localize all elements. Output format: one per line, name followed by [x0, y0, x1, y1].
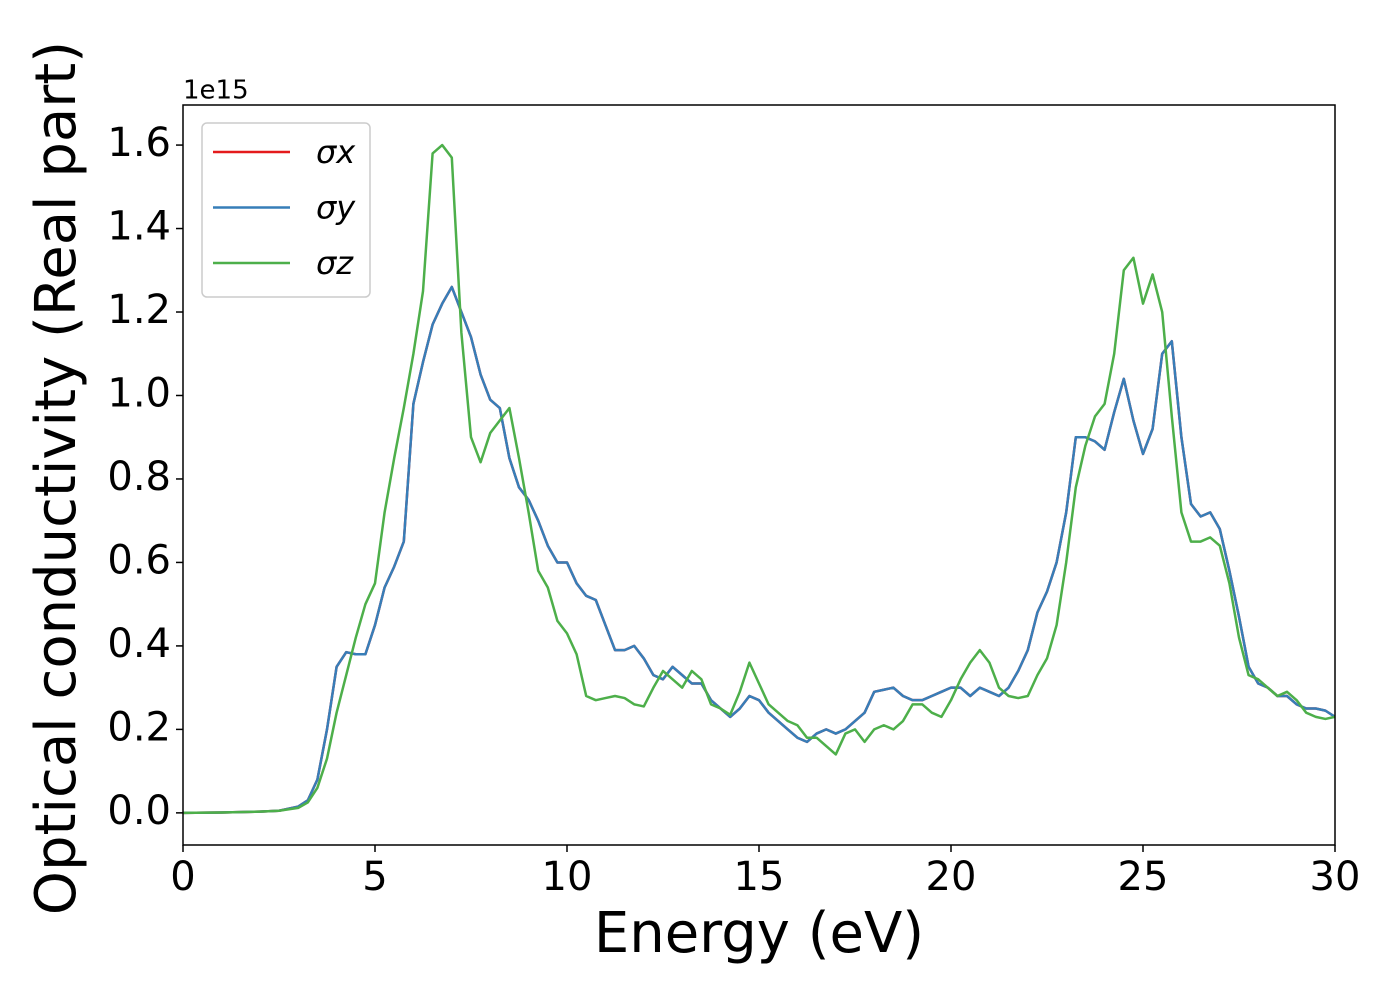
x-axis-label: Energy (eV): [594, 901, 924, 966]
legend-box: [201, 122, 371, 298]
legend-label: σz: [316, 244, 354, 282]
y-tick-label: 0.8: [107, 454, 171, 500]
y-tick-label: 1.4: [107, 204, 171, 250]
y-tick-label: 1.0: [107, 370, 171, 416]
y-tick-label: 0.0: [107, 788, 171, 834]
x-tick-label: 10: [542, 854, 593, 900]
x-tick-label: 20: [926, 854, 977, 900]
series-line: [183, 285, 1335, 815]
plot-lines: [183, 143, 1335, 815]
legend-label: σx: [316, 133, 356, 171]
x-tick-label: 15: [734, 854, 785, 900]
y-tick-label: 1.6: [107, 120, 171, 166]
series-line: [183, 285, 1335, 815]
y-tick-label: 0.2: [107, 704, 171, 750]
x-tick-label: 0: [170, 854, 195, 900]
legend-label: σy: [316, 189, 356, 227]
legend: σx σy σz: [201, 122, 371, 298]
x-tick-label: 5: [362, 854, 387, 900]
y-axis-label: Optical conductivity (Real part): [24, 41, 89, 915]
x-tick-label: 25: [1118, 854, 1169, 900]
y-tick-label: 0.4: [107, 621, 171, 667]
y-tick-label: 0.6: [107, 537, 171, 583]
series-line: [183, 143, 1335, 815]
y-offset-label: 1e15: [183, 76, 249, 106]
x-tick-label: 30: [1310, 854, 1361, 900]
y-tick-label: 1.2: [107, 287, 171, 333]
